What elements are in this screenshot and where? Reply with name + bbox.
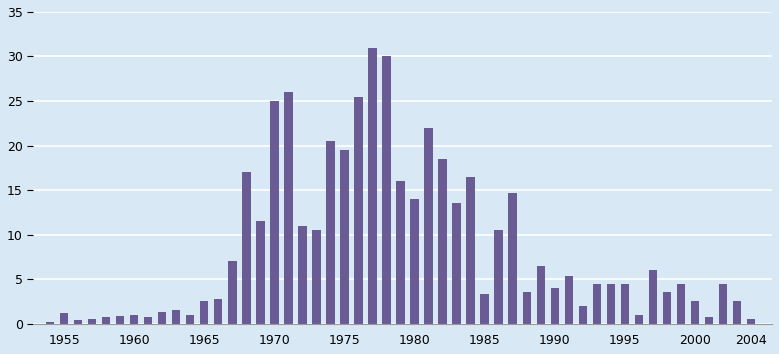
Bar	[397, 181, 405, 324]
Bar	[691, 301, 700, 324]
Bar	[130, 315, 139, 324]
Bar	[340, 150, 349, 324]
Bar	[411, 199, 419, 324]
Bar	[368, 47, 377, 324]
Bar	[144, 316, 153, 324]
Bar	[439, 159, 447, 324]
Bar	[607, 284, 615, 324]
Bar	[102, 318, 111, 324]
Bar	[719, 284, 727, 324]
Bar	[677, 284, 686, 324]
Bar	[326, 141, 335, 324]
Bar	[228, 261, 237, 324]
Bar	[214, 299, 223, 324]
Bar	[382, 57, 391, 324]
Bar	[200, 301, 209, 324]
Bar	[481, 294, 489, 324]
Bar	[593, 284, 601, 324]
Bar	[116, 316, 125, 324]
Bar	[354, 97, 363, 324]
Bar	[312, 230, 321, 324]
Bar	[88, 319, 97, 324]
Bar	[565, 276, 573, 324]
Bar	[298, 226, 307, 324]
Bar	[425, 128, 433, 324]
Bar	[242, 172, 251, 324]
Bar	[495, 230, 503, 324]
Bar	[467, 177, 475, 324]
Bar	[74, 320, 83, 324]
Bar	[733, 301, 741, 324]
Bar	[537, 266, 545, 324]
Bar	[649, 270, 657, 324]
Bar	[60, 313, 69, 324]
Bar	[172, 310, 181, 324]
Bar	[284, 92, 293, 324]
Bar	[747, 319, 755, 324]
Bar	[453, 204, 461, 324]
Bar	[551, 288, 559, 324]
Bar	[663, 292, 671, 324]
Bar	[621, 284, 629, 324]
Bar	[705, 316, 713, 324]
Bar	[256, 221, 265, 324]
Bar	[509, 193, 517, 324]
Bar	[523, 292, 531, 324]
Bar	[158, 312, 167, 324]
Bar	[186, 315, 195, 324]
Bar	[579, 306, 587, 324]
Bar	[270, 101, 279, 324]
Bar	[635, 315, 643, 324]
Bar	[46, 322, 55, 324]
